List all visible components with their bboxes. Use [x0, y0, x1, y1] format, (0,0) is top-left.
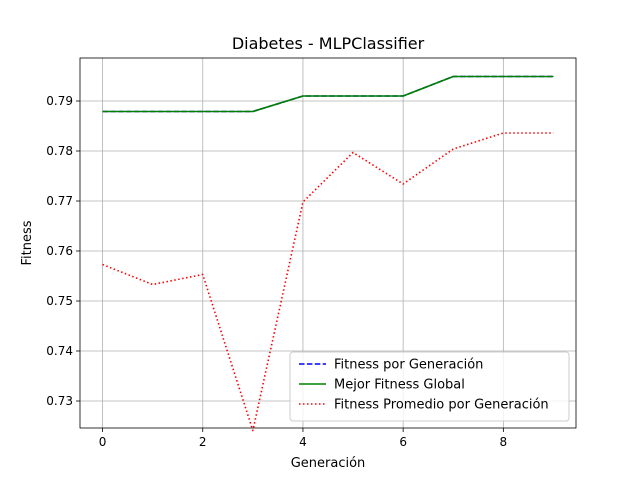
y-tick-label: 0.74	[46, 344, 73, 358]
series-3-point	[553, 132, 554, 133]
y-tick-label: 0.73	[46, 394, 73, 408]
series-3-point	[403, 183, 404, 184]
x-tick-label: 4	[299, 435, 307, 449]
series-2-point	[302, 95, 303, 96]
x-tick-label: 0	[99, 435, 107, 449]
legend-label: Mejor Fitness Global	[334, 378, 465, 393]
series-line-2	[102, 75, 554, 113]
y-tick-label: 0.79	[46, 94, 73, 108]
legend-box	[289, 351, 570, 422]
series-3-point	[453, 148, 454, 149]
y-tick-label: 0.77	[46, 194, 73, 208]
series-3-point	[352, 152, 353, 153]
x-tick-label: 8	[500, 435, 508, 449]
x-tick-label: 2	[199, 435, 207, 449]
axis-ticks: 0 2 4 6 8 0.73 0.74 0.75 0.76 0.77 0.78 0.79	[46, 94, 507, 449]
series-3-point	[302, 201, 303, 202]
series-3-point	[102, 264, 103, 265]
series-2-point	[102, 111, 103, 112]
y-tick-label: 0.78	[46, 144, 73, 158]
x-axis-label: Generación	[291, 456, 366, 471]
series-3-point	[202, 274, 203, 275]
y-tick-label: 0.75	[46, 294, 73, 308]
grid	[80, 58, 576, 428]
series-2-point	[453, 76, 454, 77]
series-2-point	[553, 76, 554, 77]
y-tick-label: 0.76	[46, 244, 73, 258]
series-lines	[102, 75, 554, 432]
series-3-point	[503, 132, 504, 133]
plot-frame	[79, 57, 577, 429]
legend-label: Fitness Promedio por Generación	[334, 398, 549, 413]
series-2-point	[152, 111, 153, 112]
chart-title: Diabetes - MLPClassifier	[232, 34, 425, 53]
series-2-point	[252, 111, 253, 112]
legend-label: Fitness por Generación	[334, 358, 483, 373]
series-2-point	[403, 95, 404, 96]
y-axis-label: Fitness	[20, 220, 35, 265]
x-tick-label: 6	[399, 435, 407, 449]
series-3-point	[152, 284, 153, 285]
series-2-point	[352, 95, 353, 96]
series-2-point	[202, 111, 203, 112]
series-3-point	[252, 430, 253, 431]
series-2-point	[503, 76, 504, 77]
legend: Fitness por Generación Mejor Fitness Glob…	[289, 351, 570, 422]
